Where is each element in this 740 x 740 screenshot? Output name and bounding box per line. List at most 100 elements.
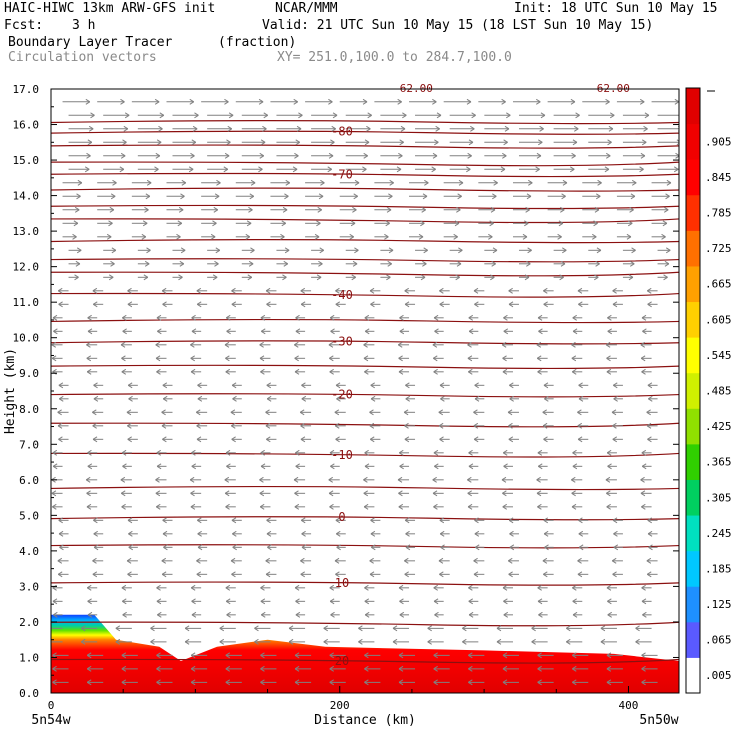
vector-arrowhead	[468, 463, 474, 470]
vector-arrowhead	[121, 503, 126, 510]
vector-arrowhead	[397, 98, 402, 105]
vector-arrowhead	[399, 598, 404, 605]
vector-arrowhead	[422, 193, 428, 200]
vector-arrowhead	[673, 166, 679, 173]
vector-arrowhead	[108, 274, 114, 281]
vector-arrowhead	[493, 179, 498, 186]
vector-arrowhead	[364, 368, 369, 375]
y-tick-label: 10.0	[13, 332, 40, 345]
vector-arrowhead	[640, 476, 645, 483]
vector-arrowhead	[502, 449, 508, 456]
vector-arrowhead	[641, 584, 646, 591]
vector-arrowhead	[434, 328, 439, 335]
vector-arrowhead	[572, 328, 578, 335]
vector-arrowhead	[295, 611, 301, 618]
vector-arrowhead	[629, 260, 635, 267]
vector-arrowhead	[52, 314, 58, 321]
vector-arrowhead	[335, 571, 340, 578]
vector-arrowhead	[440, 395, 445, 402]
vector-arrowhead	[538, 328, 543, 335]
vector-arrowhead	[231, 382, 237, 389]
vector-arrowhead	[665, 193, 670, 200]
vector-arrowhead	[335, 530, 341, 537]
vector-arrowhead	[531, 625, 536, 632]
vector-arrowhead	[467, 355, 473, 362]
vector-arrowhead	[432, 476, 437, 483]
vector-arrowhead	[260, 463, 266, 470]
contour-label: -20	[331, 388, 353, 402]
vector-arrowhead	[455, 274, 460, 281]
vector-arrowhead	[87, 328, 93, 335]
vector-arrowhead	[294, 679, 300, 686]
vector-arrowhead	[284, 193, 289, 200]
vector-arrowhead	[402, 112, 407, 119]
vector-arrowhead	[293, 98, 298, 105]
vector-arrowhead	[666, 179, 672, 186]
vector-arrowhead	[641, 598, 647, 605]
vector-arrowhead	[396, 166, 402, 173]
temperature-contour	[51, 581, 679, 586]
vector-arrowhead	[157, 611, 162, 618]
y-tick-label: 8.0	[19, 403, 39, 416]
vector-arrowhead	[120, 476, 126, 483]
vector-arrowhead	[536, 490, 542, 497]
temperature-contour	[51, 119, 679, 125]
vector-arrowhead	[607, 611, 612, 618]
vector-arrowhead	[115, 625, 121, 632]
vector-arrowhead	[537, 463, 543, 470]
colorbar-swatch	[686, 657, 700, 694]
vector-arrowhead	[329, 355, 334, 362]
vector-arrowhead	[468, 598, 474, 605]
vector-arrowhead	[398, 584, 404, 591]
temperature-contour	[51, 258, 679, 263]
vector-arrowhead	[162, 517, 167, 524]
vector-arrowhead	[225, 584, 231, 591]
vector-arrowhead	[57, 287, 63, 294]
vector-arrowhead	[640, 341, 646, 348]
colorbar-swatch	[686, 88, 700, 125]
vector-arrowhead	[215, 247, 221, 254]
vector-arrowhead	[121, 355, 126, 362]
vector-arrowhead	[84, 166, 90, 173]
vector-arrowhead	[58, 517, 63, 524]
vector-arrowhead	[635, 638, 640, 645]
vector-arrowhead	[225, 449, 231, 456]
vector-arrowhead	[606, 449, 612, 456]
y-tick-label: 11.0	[13, 296, 40, 309]
vector-arrowhead	[86, 341, 91, 348]
vector-arrowhead	[128, 395, 133, 402]
colorbar-label: .245	[705, 527, 732, 540]
vector-arrowhead	[647, 517, 652, 524]
vector-arrowhead	[190, 679, 196, 686]
vector-arrowhead	[155, 341, 160, 348]
vector-arrowhead	[501, 341, 507, 348]
vector-arrowhead	[473, 409, 478, 416]
vector-arrowhead	[606, 584, 612, 591]
vector-arrowhead	[154, 166, 159, 173]
vector-arrowhead	[501, 98, 506, 105]
vector-arrowhead	[641, 368, 646, 375]
vector-arrowhead	[358, 625, 363, 632]
vector-arrowhead	[405, 382, 410, 389]
y-tick-label: 1.0	[19, 651, 39, 664]
vector-arrowhead	[121, 368, 127, 375]
vector-arrowhead	[154, 98, 160, 105]
vector-arrowhead	[161, 422, 167, 429]
vector-arrowhead	[288, 638, 294, 645]
valid-time: Valid: 21 UTC Sun 10 May 15 (18 LST Sun …	[262, 18, 654, 33]
temperature-contour	[51, 144, 679, 149]
vector-arrowhead	[329, 665, 335, 672]
vector-arrowhead	[110, 260, 115, 267]
vector-arrowhead	[646, 557, 652, 564]
temperature-contour	[51, 516, 679, 521]
vector-arrowhead	[489, 220, 494, 227]
vector-arrowhead	[150, 638, 155, 645]
vector-arrowhead	[336, 544, 341, 551]
vector-arrowhead	[473, 422, 479, 429]
vector-arrowhead	[196, 287, 202, 294]
vector-arrowhead	[631, 179, 637, 186]
vector-arrowhead	[51, 341, 57, 348]
colorbar: .005 .065 .125 .185 .245 .305 .365 .425 .485 .545…	[685, 87, 732, 694]
vector-arrowhead	[600, 625, 606, 632]
vector-arrowhead	[266, 395, 272, 402]
